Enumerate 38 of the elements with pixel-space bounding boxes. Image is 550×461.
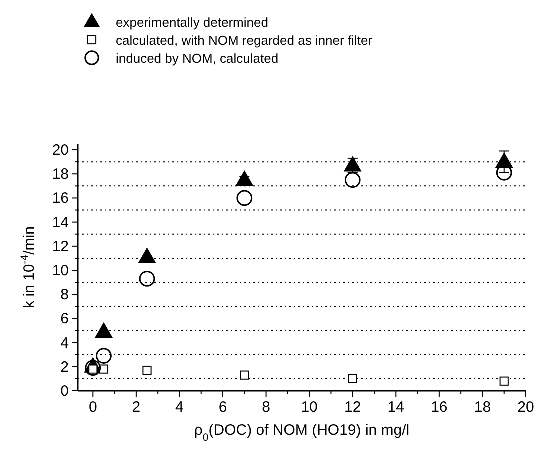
point (236, 190, 253, 206)
x-tick-label: 12 (344, 399, 362, 416)
point (344, 172, 361, 188)
x-axis-title: ρ$_{0}$(DOC) of NOM (HO19) in mg/l (194, 422, 410, 444)
point (348, 374, 358, 384)
x-tick-label: 6 (218, 399, 228, 416)
y-tick-label: 8 (60, 286, 69, 304)
legend-label: induced by NOM, calculated (116, 51, 279, 66)
x-tick-label: 8 (262, 399, 270, 416)
point (85, 360, 102, 376)
x-tick-label: 4 (176, 399, 184, 416)
point (344, 156, 362, 172)
point (142, 366, 152, 376)
x-tick-label: 10 (301, 399, 318, 416)
x-tick-label: 14 (388, 399, 404, 416)
point (96, 348, 112, 364)
x-tick-label: 20 (518, 399, 534, 416)
y-tick-label: 14 (52, 214, 69, 232)
legend-label: calculated, with NOM regarded as inner filter (116, 33, 374, 48)
x-tick-label: 16 (431, 399, 448, 416)
legend-label: experimentally determined (116, 15, 268, 30)
y-tick-label: 10 (52, 262, 69, 280)
y-tick-label: 18 (52, 166, 69, 184)
y-tick-label: 20 (52, 142, 69, 160)
y-tick-label: 12 (52, 238, 69, 256)
y-tick-label: 4 (60, 334, 69, 352)
x-tick-label: 0 (88, 399, 98, 416)
y-tick-label: 6 (60, 310, 69, 328)
point (139, 270, 156, 287)
point (500, 376, 509, 386)
y-tick-label: 0 (60, 383, 69, 400)
point (236, 170, 254, 186)
x-tick-label: 2 (132, 399, 141, 416)
point (138, 248, 156, 264)
point (240, 370, 250, 380)
x-tick-label: 18 (474, 399, 492, 416)
y-tick-label: 16 (52, 190, 69, 208)
y-tick-label: 2 (60, 358, 69, 376)
